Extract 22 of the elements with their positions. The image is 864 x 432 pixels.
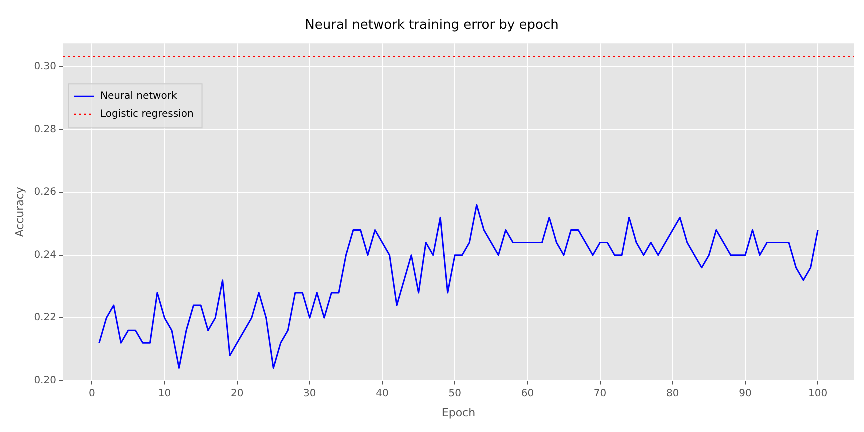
- legend-label: Logistic regression: [100, 109, 194, 120]
- y-tick-label: 0.30: [34, 62, 56, 73]
- legend-label: Neural network: [100, 91, 178, 102]
- y-tick-label: 0.24: [34, 250, 56, 261]
- y-tick-label: 0.26: [34, 187, 56, 198]
- x-tick-label: 90: [739, 388, 752, 400]
- x-tick-label: 50: [448, 388, 462, 400]
- x-tick-label: 60: [521, 388, 534, 400]
- chart-title: Neural network training error by epoch: [305, 18, 559, 34]
- y-tick-label: 0.28: [34, 124, 56, 136]
- x-tick-label: 70: [594, 388, 607, 400]
- x-axis-title: Epoch: [442, 406, 476, 420]
- x-tick-label: 0: [88, 388, 96, 400]
- x-tick-label: 30: [304, 388, 316, 400]
- y-axis-title: Accuracy: [13, 186, 26, 238]
- y-tick-label: 0.20: [34, 375, 56, 386]
- x-tick-label: 40: [376, 388, 389, 400]
- y-tick-label: 0.22: [34, 312, 56, 324]
- x-tick-label: 20: [230, 388, 244, 400]
- x-tick-label: 100: [808, 388, 828, 400]
- x-tick-label: 10: [158, 388, 172, 400]
- x-tick-label: 80: [666, 388, 680, 400]
